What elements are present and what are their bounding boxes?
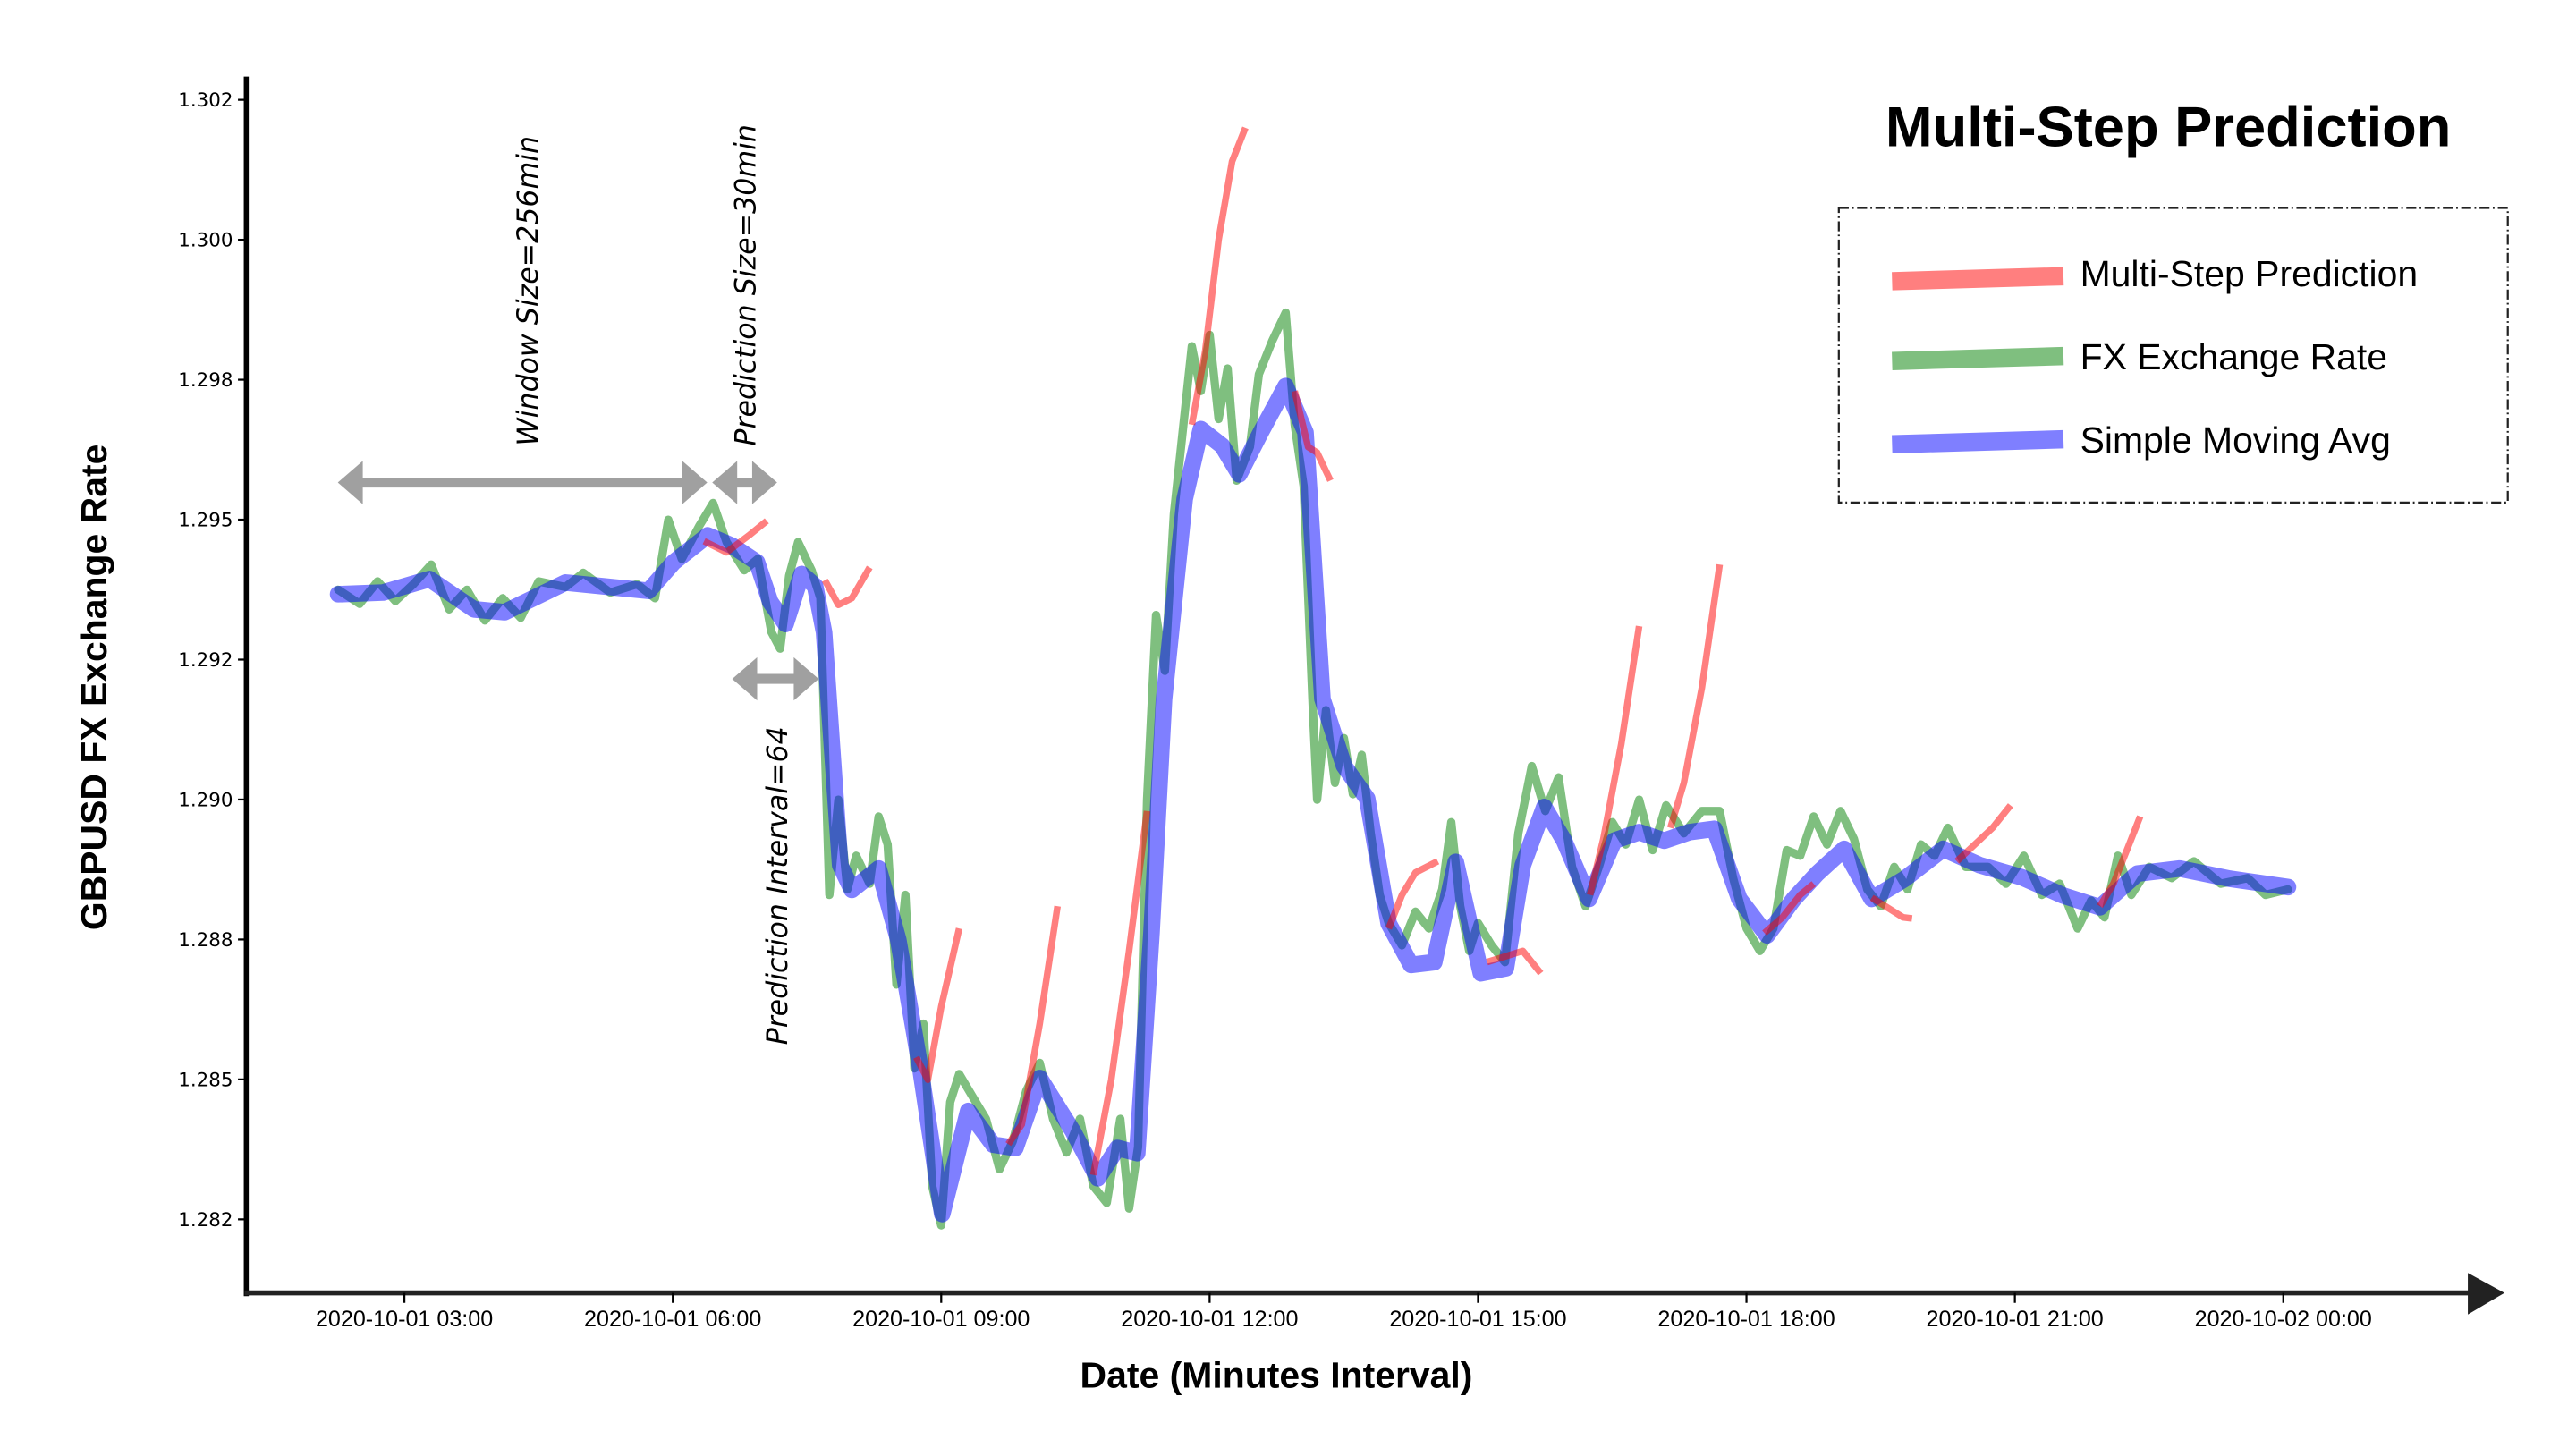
y-tick-label: 1.292 (178, 649, 233, 672)
x-tick-label: 2020-10-01 09:00 (852, 1307, 1030, 1332)
prediction-segment (1089, 810, 1151, 1176)
legend-label-sma: Simple Moving Avg (2080, 419, 2391, 461)
y-tick-label: 1.302 (178, 89, 233, 112)
y-tick-label: 1.295 (178, 509, 233, 531)
y-tick-label: 1.298 (178, 369, 233, 392)
prediction-segment (1666, 563, 1724, 829)
x-tick-label: 2020-10-01 18:00 (1657, 1307, 1835, 1332)
x-tick-label: 2020-10-01 12:00 (1121, 1307, 1298, 1332)
prediction-segment (1869, 894, 1913, 922)
prediction-segment (1954, 803, 2013, 864)
prediction-segment (1188, 126, 1249, 426)
legend-label-fx-rate: FX Exchange Rate (2080, 336, 2387, 377)
x-tick-label: 2020-10-01 15:00 (1389, 1307, 1566, 1332)
legend-swatch-prediction (1892, 267, 2064, 291)
y-tick-label: 1.285 (178, 1069, 233, 1091)
x-tick-label: 2020-10-02 00:00 (2195, 1307, 2372, 1332)
prediction-segment (821, 565, 873, 608)
y-tick-label: 1.288 (178, 929, 233, 952)
prediction-segment (1587, 625, 1643, 896)
x-tick-label: 2020-10-01 03:00 (316, 1307, 493, 1332)
legend: Multi-Step Prediction FX Exchange Rate S… (1837, 207, 2509, 504)
window-size-arrow-icon (337, 461, 708, 504)
prediction-size-arrow-icon (712, 461, 777, 504)
x-axis-title: Date (Minutes Interval) (1080, 1355, 1473, 1396)
prediction-segment (1005, 905, 1062, 1147)
annotations: Window Size=256min Prediction Size=30min… (337, 124, 819, 1045)
y-tick-label: 1.300 (178, 230, 233, 252)
legend-swatch-fx-rate (1892, 346, 2064, 370)
x-tick-label: 2020-10-01 06:00 (584, 1307, 761, 1332)
x-tick-label: 2020-10-01 21:00 (1927, 1307, 2104, 1332)
prediction-segment (1762, 881, 1817, 936)
y-tick-label: 1.282 (178, 1209, 233, 1232)
prediction-segment (702, 518, 769, 556)
prediction-interval-arrow-icon (732, 656, 819, 701)
legend-label-prediction: Multi-Step Prediction (2080, 253, 2419, 294)
plot-area (329, 126, 2297, 1230)
prediction-segment (913, 927, 962, 1083)
y-axis: 1.302 1.300 1.298 1.295 1.292 1.290 1.288 1.285… (178, 76, 250, 1297)
prediction-segment (1291, 390, 1334, 482)
prediction-segment (2097, 815, 2144, 909)
window-size-label: Window Size=256min (513, 136, 545, 446)
x-axis: 2020-10-01 03:00 2020-10-01 06:00 2020-10-… (244, 1273, 2504, 1332)
prediction-size-label: Prediction Size=30min (731, 124, 763, 446)
y-tick-label: 1.290 (178, 789, 233, 811)
prediction-segment (1486, 947, 1544, 976)
chart-title: Multi-Step Prediction (1885, 97, 2452, 159)
sma-line (329, 377, 2297, 1223)
x-axis-arrowhead-icon (2468, 1273, 2504, 1315)
legend-swatch-sma (1892, 429, 2064, 453)
y-axis-title: GBPUSD FX Exchange Rate (73, 445, 114, 931)
prediction-interval-label: Prediction Interval=64 (762, 726, 794, 1045)
prediction-segment (1385, 858, 1440, 930)
